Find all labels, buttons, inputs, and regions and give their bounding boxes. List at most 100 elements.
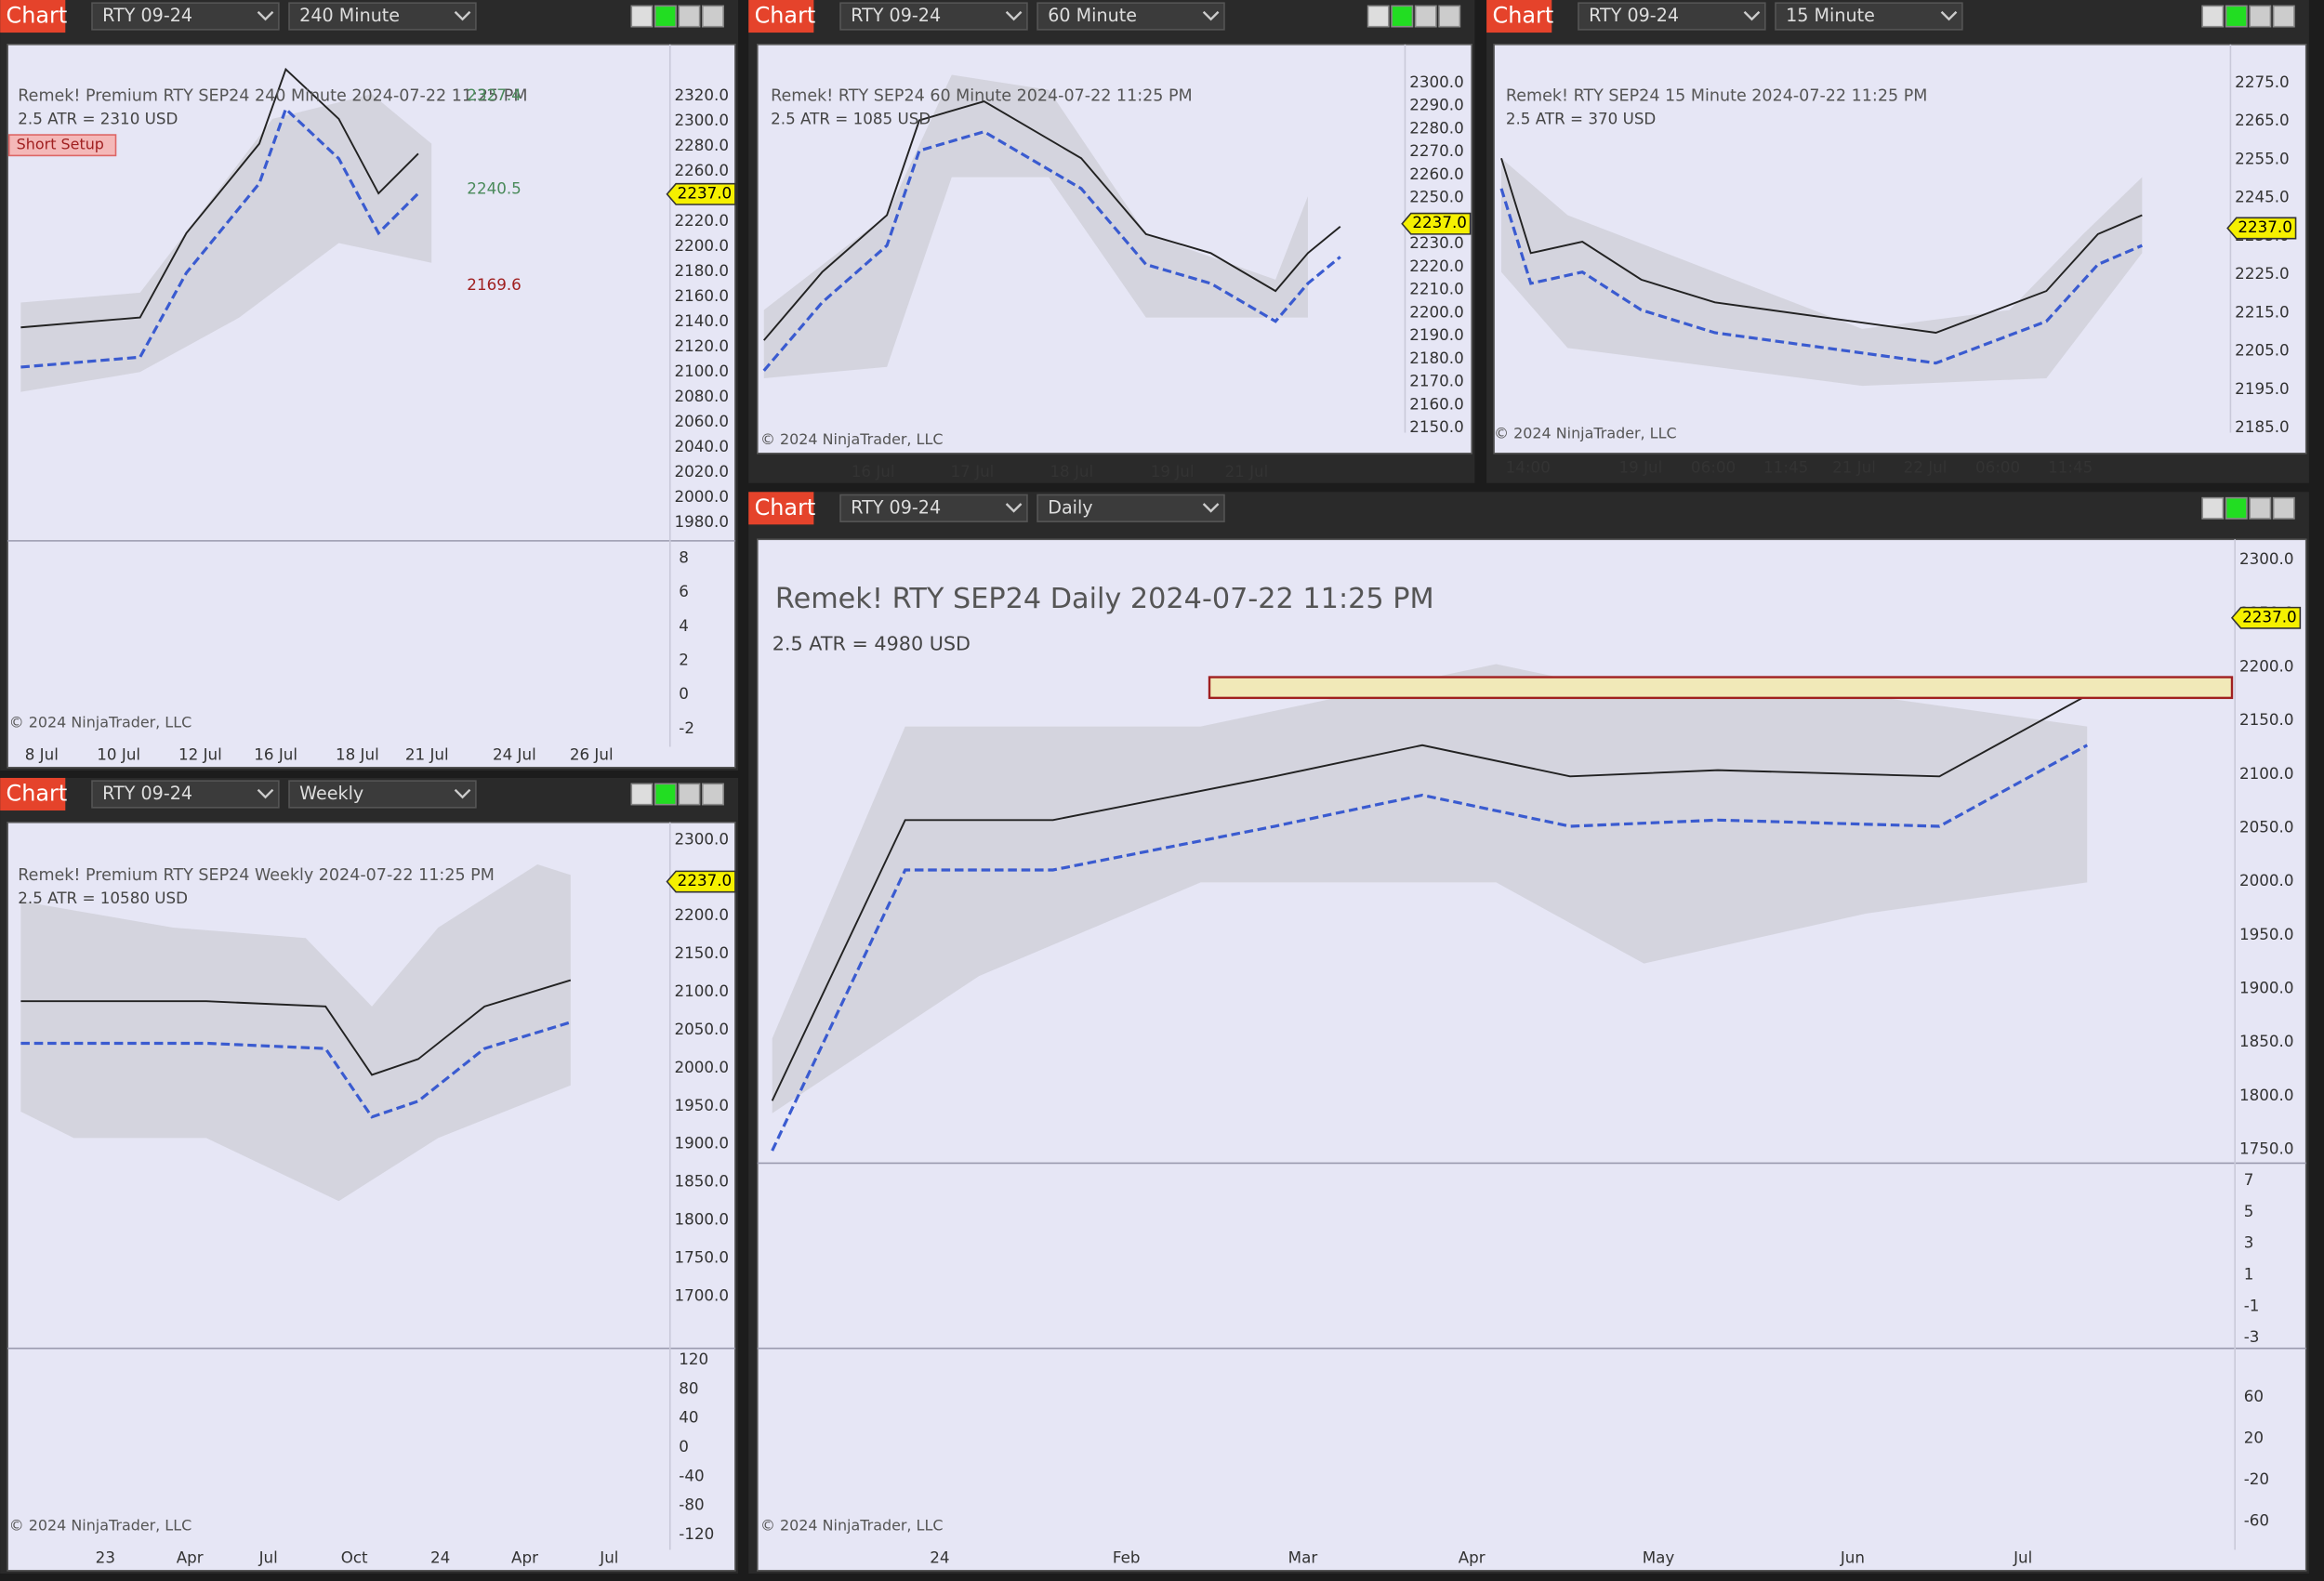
price-label: 2250.0 bbox=[1409, 188, 1464, 206]
interval-dropdown-text: 15 Minute bbox=[1786, 5, 1875, 26]
window-button[interactable] bbox=[702, 783, 724, 806]
chart-title: Remek! RTY SEP24 15 Minute 2024-07-22 11… bbox=[1506, 87, 1928, 106]
interval-dropdown[interactable] bbox=[1775, 2, 1963, 31]
window-button[interactable] bbox=[2272, 5, 2295, 28]
window-button[interactable] bbox=[1391, 5, 1414, 28]
dropdown-arrow bbox=[1202, 10, 1220, 21]
price-label: 2150.0 bbox=[1409, 417, 1464, 436]
oscillator-label: -120 bbox=[679, 1524, 714, 1543]
price-label: 1850.0 bbox=[675, 1172, 730, 1191]
instrument-dropdown[interactable] bbox=[91, 780, 280, 809]
price-label: 2200.0 bbox=[1409, 302, 1464, 321]
window-button[interactable] bbox=[678, 783, 701, 806]
instrument-dropdown[interactable] bbox=[91, 2, 280, 31]
price-label: 2260.0 bbox=[1409, 165, 1464, 183]
time-label: Jul bbox=[599, 1548, 618, 1567]
time-label: May bbox=[1643, 1548, 1675, 1567]
interval-dropdown[interactable] bbox=[1037, 494, 1225, 522]
window-button[interactable] bbox=[2249, 496, 2272, 520]
window-button[interactable] bbox=[630, 783, 654, 806]
window-button[interactable] bbox=[1367, 5, 1390, 28]
window-button[interactable] bbox=[2272, 496, 2295, 520]
time-label: Apr bbox=[177, 1548, 204, 1567]
interval-dropdown[interactable] bbox=[1037, 2, 1225, 31]
price-label: 2245.0 bbox=[2235, 188, 2290, 206]
chart-title: Remek! Premium RTY SEP24 Weekly 2024-07-… bbox=[18, 866, 495, 885]
chart-tab[interactable] bbox=[748, 492, 814, 525]
instrument-dropdown[interactable] bbox=[839, 2, 1028, 31]
chart-tab-label: Chart bbox=[755, 494, 816, 520]
interval-dropdown[interactable] bbox=[288, 2, 477, 31]
chart-tab[interactable] bbox=[0, 777, 66, 811]
oscillator-label: 5 bbox=[2244, 1202, 2254, 1220]
time-label: 26 Jul bbox=[570, 745, 614, 764]
price-label: 2120.0 bbox=[675, 336, 730, 355]
window-button[interactable] bbox=[654, 783, 677, 806]
oscillator-label: -2 bbox=[679, 718, 694, 737]
resistance-zone bbox=[1208, 676, 2234, 700]
instrument-dropdown[interactable] bbox=[839, 494, 1028, 522]
oscillator-label: 4 bbox=[679, 616, 689, 635]
window-button[interactable] bbox=[678, 5, 701, 28]
oscillator-label: -60 bbox=[2244, 1511, 2269, 1530]
window-button[interactable] bbox=[2225, 5, 2248, 28]
chart-tab-label: Chart bbox=[1493, 3, 1554, 29]
price-label: 2275.0 bbox=[2235, 72, 2290, 91]
price-label: 2180.0 bbox=[675, 261, 730, 280]
time-label: 16 Jul bbox=[254, 745, 297, 764]
instrument-dropdown[interactable] bbox=[1578, 2, 1766, 31]
chart-tab[interactable] bbox=[0, 0, 66, 33]
window-button[interactable] bbox=[1438, 5, 1461, 28]
window-button[interactable] bbox=[2249, 5, 2272, 28]
chart-title: Remek! RTY SEP24 60 Minute 2024-07-22 11… bbox=[771, 87, 1193, 106]
atr-text: 2.5 ATR = 4980 USD bbox=[772, 632, 971, 654]
price-label: 1950.0 bbox=[675, 1096, 730, 1114]
price-label: 2300.0 bbox=[1409, 72, 1464, 91]
time-label: Apr bbox=[511, 1548, 538, 1567]
price-label: 1900.0 bbox=[2239, 979, 2294, 997]
atr-text: 2.5 ATR = 370 USD bbox=[1506, 110, 1656, 128]
window-button[interactable] bbox=[2225, 496, 2248, 520]
price-label: 2220.0 bbox=[675, 211, 730, 230]
time-label: 11:45 bbox=[2048, 457, 2093, 476]
time-label: 24 bbox=[430, 1548, 450, 1567]
volatility-band bbox=[772, 664, 2088, 1113]
window-button[interactable] bbox=[2201, 5, 2225, 28]
time-label: Jun bbox=[1840, 1548, 1865, 1567]
window-button[interactable] bbox=[2201, 496, 2225, 520]
interval-dropdown[interactable] bbox=[288, 780, 477, 809]
instrument-dropdown-text: RTY 09-24 bbox=[1589, 5, 1679, 26]
chart-tab[interactable] bbox=[1486, 0, 1552, 33]
dropdown-arrow bbox=[1743, 10, 1761, 21]
dropdown-arrow bbox=[1005, 10, 1023, 21]
time-label: 21 Jul bbox=[1224, 462, 1268, 481]
oscillator-label: 60 bbox=[2244, 1387, 2264, 1405]
chart-tab[interactable] bbox=[748, 0, 814, 33]
window-button[interactable] bbox=[1414, 5, 1437, 28]
price-annotation: 2240.5 bbox=[467, 179, 521, 198]
price-label: 2050.0 bbox=[2239, 818, 2294, 837]
price-label: 2230.0 bbox=[1409, 233, 1464, 252]
oscillator-label: 2 bbox=[679, 651, 689, 669]
window-button[interactable] bbox=[654, 5, 677, 28]
price-label: 2300.0 bbox=[675, 829, 730, 848]
price-marker bbox=[2226, 217, 2297, 240]
chart-window: Chart RTY 09-24 60 Minute 2300.0 2290.0 2280.… bbox=[748, 0, 1475, 483]
price-label: 2225.0 bbox=[2235, 264, 2290, 283]
time-label: 06:00 bbox=[1691, 457, 1736, 476]
window-button[interactable] bbox=[630, 5, 654, 28]
time-label: Jul bbox=[2013, 1548, 2032, 1567]
oscillator-label: 3 bbox=[2244, 1233, 2254, 1252]
chart-window: Chart RTY 09-24 15 Minute 2275.0 2265.0 2255.… bbox=[1486, 0, 2309, 483]
price-label: 2280.0 bbox=[1409, 118, 1464, 137]
price-marker bbox=[1401, 212, 1472, 235]
window-button[interactable] bbox=[702, 5, 724, 28]
price-trace bbox=[771, 694, 2088, 1101]
price-label: 2020.0 bbox=[675, 462, 730, 481]
dropdown-arrow bbox=[257, 788, 274, 799]
price-label: 2160.0 bbox=[675, 286, 730, 305]
chart-title: Remek! Premium RTY SEP24 240 Minute 2024… bbox=[18, 87, 527, 106]
oscillator-label: -3 bbox=[2244, 1327, 2260, 1346]
chart-title: Remek! RTY SEP24 Daily 2024-07-22 11:25 … bbox=[775, 583, 1434, 615]
